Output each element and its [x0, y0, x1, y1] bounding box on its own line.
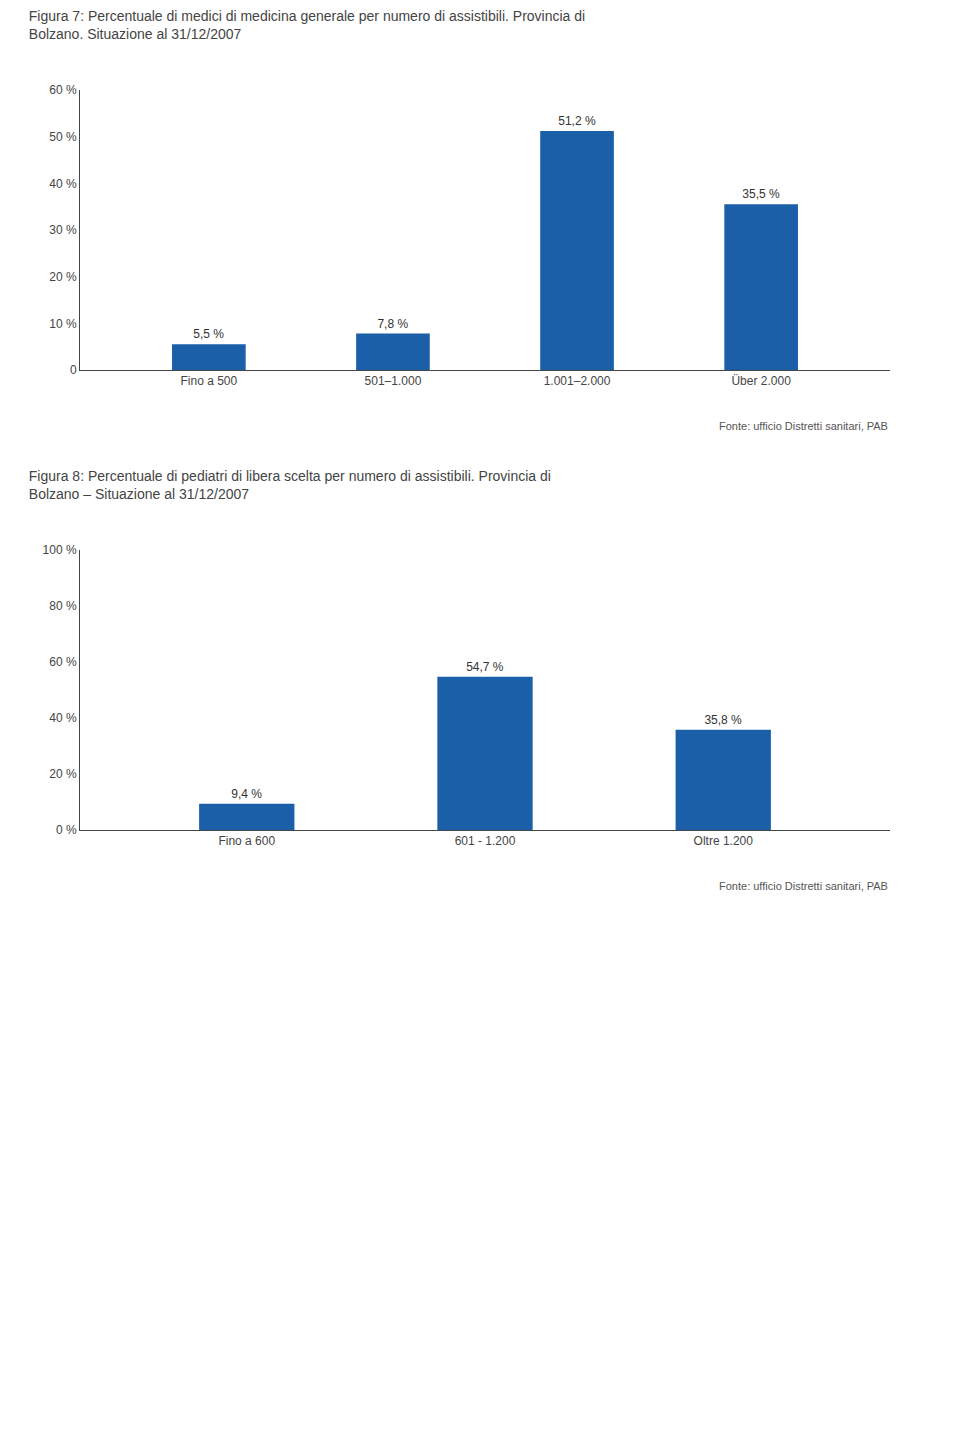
svg-text:10 %: 10 %	[49, 317, 77, 331]
svg-text:60 %: 60 %	[49, 83, 77, 97]
svg-text:501–1.000: 501–1.000	[365, 374, 422, 388]
svg-text:60 %: 60 %	[49, 655, 77, 669]
svg-text:0 %: 0 %	[56, 823, 77, 837]
svg-text:1.001–2.000: 1.001–2.000	[544, 374, 611, 388]
svg-text:100 %: 100 %	[43, 543, 77, 557]
svg-text:35,8 %: 35,8 %	[704, 713, 742, 727]
svg-text:54,7 %: 54,7 %	[466, 660, 504, 674]
svg-text:20 %: 20 %	[49, 767, 77, 781]
svg-text:Fino a 600: Fino a 600	[218, 834, 275, 848]
svg-text:5,5 %: 5,5 %	[193, 327, 224, 341]
svg-text:Oltre 1.200: Oltre 1.200	[694, 834, 754, 848]
svg-text:51,2 %: 51,2 %	[558, 114, 596, 128]
svg-text:Fino a 500: Fino a 500	[181, 374, 238, 388]
svg-text:40 %: 40 %	[49, 711, 77, 725]
svg-text:30 %: 30 %	[49, 223, 77, 237]
svg-text:Über 2.000: Über 2.000	[731, 374, 791, 388]
svg-text:Fonte: ufficio Distretti sanit: Fonte: ufficio Distretti sanitari, PAB	[719, 880, 888, 892]
svg-text:0: 0	[70, 363, 77, 377]
svg-text:Figura 7: Percentuale di medic: Figura 7: Percentuale di medici di medic…	[29, 8, 585, 42]
svg-text:7,8 %: 7,8 %	[377, 317, 408, 331]
svg-text:80 %: 80 %	[49, 599, 77, 613]
svg-text:601 - 1.200: 601 - 1.200	[455, 834, 516, 848]
svg-text:9,4 %: 9,4 %	[231, 787, 262, 801]
svg-text:40 %: 40 %	[49, 177, 77, 191]
svg-text:Fonte: ufficio Distretti sanit: Fonte: ufficio Distretti sanitari, PAB	[719, 420, 888, 432]
svg-text:Figura 8: Percentuale di pedia: Figura 8: Percentuale di pediatri di lib…	[29, 468, 551, 502]
svg-text:35,5 %: 35,5 %	[742, 187, 780, 201]
svg-text:20 %: 20 %	[49, 270, 77, 284]
svg-text:50 %: 50 %	[49, 130, 77, 144]
